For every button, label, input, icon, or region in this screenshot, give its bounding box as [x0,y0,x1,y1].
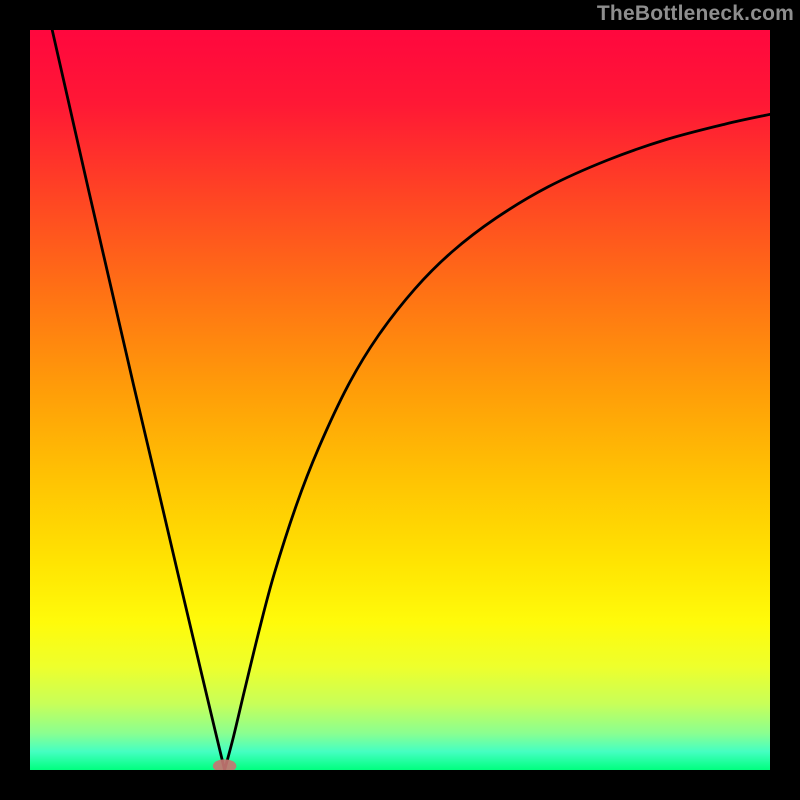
watermark-text: TheBottleneck.com [597,2,794,26]
chart-container: TheBottleneck.com [0,0,800,800]
bottleneck-plot [0,0,800,800]
